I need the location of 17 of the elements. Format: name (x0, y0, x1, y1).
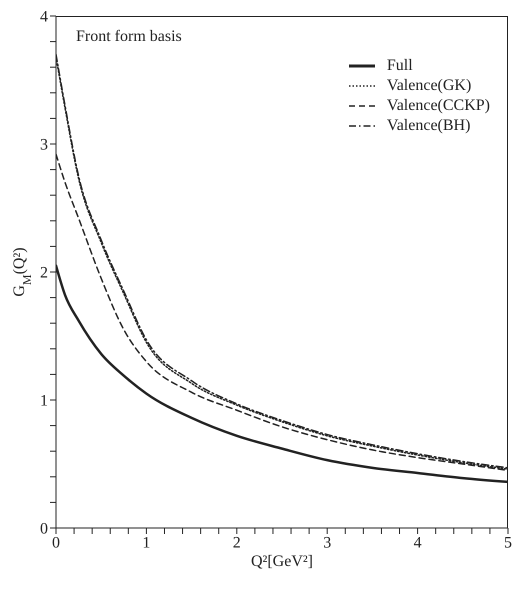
x-tick-label: 4 (414, 534, 422, 552)
legend-label: Valence(BH) (386, 117, 470, 135)
y-tick-label: 0 (40, 520, 48, 538)
legend-label: Full (386, 57, 413, 75)
y-tick-label: 3 (40, 136, 48, 154)
annotation: Front form basis (76, 28, 182, 46)
x-tick-label: 3 (323, 534, 332, 552)
legend-label: Valence(GK) (386, 77, 472, 95)
y-tick-label: 2 (40, 264, 48, 282)
x-tick-label: 5 (504, 534, 512, 552)
y-tick-label: 1 (40, 392, 48, 410)
x-axis-title: Q²[GeV²] (250, 553, 314, 570)
legend-label: Valence(CCKP) (386, 97, 490, 115)
x-tick-label: 1 (142, 534, 150, 552)
y-tick-label: 4 (40, 8, 48, 26)
x-tick-label: 2 (232, 534, 241, 552)
x-tick-label: 0 (52, 534, 60, 552)
